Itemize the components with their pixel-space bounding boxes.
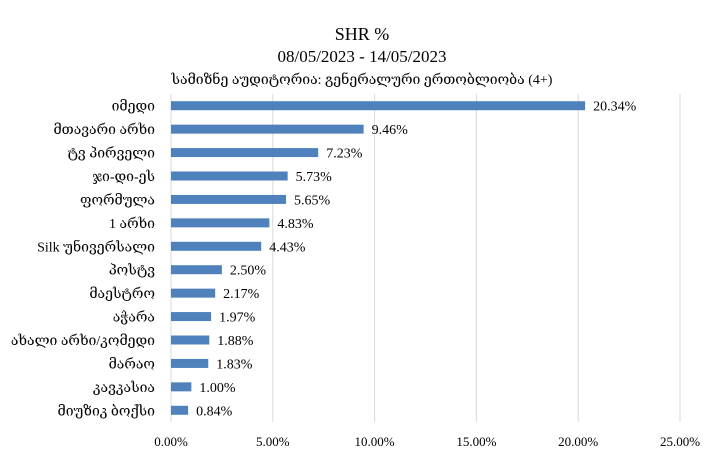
chart-subtitle: 08/05/2023 - 14/05/2023 [277, 47, 446, 66]
bar [171, 148, 319, 158]
category-label: Silk უნივერსალი [37, 237, 155, 255]
bar [171, 288, 216, 298]
bar [171, 405, 189, 415]
data-label: 2.17% [223, 287, 260, 302]
data-label: 20.34% [593, 100, 637, 115]
category-label: მიუზიკ ბოქსი [57, 402, 155, 419]
data-label: 2.50% [230, 264, 267, 279]
data-label: 1.00% [199, 381, 236, 396]
bar [171, 312, 212, 322]
category-label: აჭარა [113, 309, 155, 326]
data-label: 9.46% [372, 123, 409, 138]
bar [171, 335, 210, 345]
x-tick-label: 10.00% [355, 434, 395, 449]
chart-audience: სამიზნე აუდიტორია: გენერალური ერთობლიობა… [171, 70, 553, 88]
category-label: იმედი [112, 98, 156, 115]
bars-group [171, 101, 586, 415]
bar [171, 382, 192, 392]
x-tick-label: 15.00% [456, 434, 496, 449]
data-label: 7.23% [326, 147, 363, 162]
x-tick-label: 20.00% [558, 434, 598, 449]
category-label: ტვ პირველი [67, 145, 155, 162]
category-label: მთავარი არხი [53, 121, 155, 138]
bar [171, 101, 586, 111]
data-label: 1.83% [216, 357, 253, 372]
x-axis-ticks: 0.00% 5.00% 10.00% 15.00% 20.00% 25.00% [154, 434, 700, 449]
x-tick-label: 0.00% [154, 434, 188, 449]
category-label: ფორმულა [80, 191, 155, 208]
grid-lines [170, 94, 681, 422]
bar [171, 358, 209, 368]
bar [171, 124, 364, 134]
x-tick-label: 5.00% [256, 434, 290, 449]
category-label: ჯი-დი-ეს [92, 168, 155, 185]
category-label: ახალი არხი/კომედი [11, 332, 155, 349]
data-label: 0.84% [196, 404, 233, 419]
data-label: 1.88% [217, 334, 254, 349]
category-labels: იმედი მთავარი არხი ტვ პირველი ჯი-დი-ეს ფორმუ… [11, 98, 155, 420]
category-label: 1 არხი [109, 215, 155, 232]
data-label: 4.83% [277, 217, 314, 232]
value-labels: 20.34% 9.46% 7.23% 5.73% 5.65% 4.83% 4.43%2.50… [196, 100, 637, 420]
bar [171, 241, 262, 251]
x-tick-label: 25.00% [660, 434, 700, 449]
category-label: მარაო [109, 355, 155, 372]
data-label: 4.43% [269, 240, 306, 255]
data-label: 5.73% [296, 170, 333, 185]
bar [171, 171, 288, 181]
category-label: მაესტრო [89, 285, 155, 302]
bar [171, 194, 287, 204]
bar [171, 265, 222, 275]
category-label: პოსტვ [109, 262, 156, 279]
category-label: კავკასია [93, 379, 155, 396]
chart-title: SHR % [335, 24, 390, 44]
data-label: 5.65% [294, 193, 331, 208]
data-label: 1.97% [219, 311, 256, 326]
bar [171, 218, 270, 228]
